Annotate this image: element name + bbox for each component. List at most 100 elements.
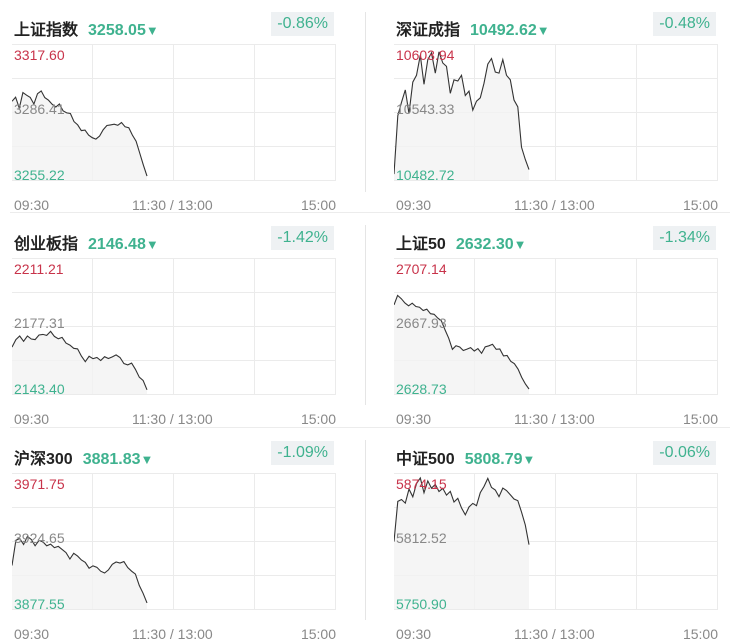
- row-divider: [10, 427, 730, 428]
- index-panel[interactable]: 深证成指 10492.62▼ -0.48% 10603.94 10543.33 1…: [394, 12, 718, 213]
- price-line: [394, 294, 530, 390]
- price-area-fill: [394, 478, 529, 609]
- index-price: 3258.05: [88, 22, 146, 39]
- chart-svg: [394, 44, 718, 181]
- time-label-end: 15:00: [300, 197, 336, 213]
- intraday-chart[interactable]: 3971.75 3924.65 3877.55 09:30 11:30 / 13…: [12, 473, 336, 642]
- price-area-fill: [12, 536, 147, 609]
- max-price-label: 3317.60: [14, 47, 65, 63]
- price-area-fill: [394, 51, 529, 180]
- time-label-mid: 11:30 / 13:00: [514, 411, 595, 427]
- min-price-label: 2628.73: [396, 381, 447, 397]
- change-percent-badge: -0.48%: [653, 12, 716, 36]
- intraday-chart[interactable]: 2707.14 2667.93 2628.73 09:30 11:30 / 13…: [394, 258, 718, 427]
- time-label-mid: 11:30 / 13:00: [132, 626, 213, 642]
- down-arrow-icon: ▼: [145, 237, 159, 252]
- time-label-start: 09:30: [396, 197, 432, 213]
- index-name: 中证500 5808.79▼: [396, 451, 536, 468]
- vertical-divider: [365, 225, 366, 405]
- index-price: 2632.30: [455, 236, 514, 253]
- price-line: [394, 51, 530, 175]
- price-area-fill: [12, 331, 147, 394]
- price-line: [394, 476, 530, 545]
- intraday-chart[interactable]: 2211.21 2177.31 2143.40 09:30 11:30 / 13…: [12, 258, 336, 427]
- vertical-divider: [365, 440, 366, 620]
- intraday-chart[interactable]: 5874.15 5812.52 5750.90 09:30 11:30 / 13…: [394, 473, 718, 642]
- time-label-end: 15:00: [682, 411, 718, 427]
- max-price-label: 10603.94: [396, 47, 455, 63]
- price-area-fill: [12, 90, 147, 180]
- row-divider: [10, 212, 730, 213]
- intraday-chart[interactable]: 3317.60 3286.41 3255.22 09:30 11:30 / 13…: [12, 44, 336, 213]
- price-line: [12, 90, 148, 177]
- time-label-end: 15:00: [682, 197, 718, 213]
- time-label-start: 09:30: [396, 626, 432, 642]
- time-label-end: 15:00: [300, 411, 336, 427]
- time-label-start: 09:30: [396, 411, 432, 427]
- max-price-label: 5874.15: [396, 476, 447, 492]
- mid-price-label: 10543.33: [396, 101, 455, 117]
- price-line: [12, 535, 148, 604]
- time-label-start: 09:30: [14, 626, 50, 642]
- index-price: 3881.83: [82, 451, 141, 468]
- down-arrow-icon: ▼: [140, 452, 154, 467]
- chart-svg: [394, 258, 718, 395]
- index-name: 沪深300 3881.83▼: [14, 451, 154, 468]
- change-percent-badge: -0.06%: [653, 441, 716, 465]
- intraday-chart[interactable]: 10603.94 10543.33 10482.72 09:30 11:30 /…: [394, 44, 718, 213]
- max-price-label: 2707.14: [396, 261, 447, 277]
- min-price-label: 5750.90: [396, 596, 447, 612]
- min-price-label: 10482.72: [396, 167, 455, 183]
- change-percent-badge: -1.09%: [271, 441, 334, 465]
- price-line: [12, 330, 148, 391]
- down-arrow-icon: ▼: [536, 23, 550, 38]
- time-label-mid: 11:30 / 13:00: [514, 626, 595, 642]
- index-price: 2146.48: [88, 236, 146, 253]
- index-header[interactable]: 上证50 2632.30▼ -1.34%: [394, 226, 718, 253]
- chart-svg: [12, 258, 336, 395]
- change-percent-badge: -0.86%: [271, 12, 334, 36]
- mid-price-label: 5812.52: [396, 530, 447, 546]
- min-price-label: 2143.40: [14, 381, 65, 397]
- index-panel[interactable]: 上证50 2632.30▼ -1.34% 2707.14 2667.93 2628…: [394, 226, 718, 427]
- time-label-mid: 11:30 / 13:00: [132, 197, 213, 213]
- index-price: 5808.79: [464, 451, 523, 468]
- down-arrow-icon: ▼: [145, 23, 159, 38]
- change-percent-badge: -1.34%: [653, 226, 716, 250]
- mid-price-label: 2667.93: [396, 315, 447, 331]
- vertical-divider: [365, 12, 366, 192]
- time-label-mid: 11:30 / 13:00: [132, 411, 213, 427]
- time-label-start: 09:30: [14, 411, 50, 427]
- chart-svg: [12, 473, 336, 610]
- down-arrow-icon: ▼: [522, 452, 536, 467]
- index-name: 上证50 2632.30▼: [396, 236, 527, 253]
- index-name: 上证指数 3258.05▼: [14, 22, 159, 39]
- time-label-mid: 11:30 / 13:00: [514, 197, 595, 213]
- mid-price-label: 3286.41: [14, 101, 65, 117]
- change-percent-badge: -1.42%: [271, 226, 334, 250]
- index-price: 10492.62: [470, 22, 537, 39]
- index-header[interactable]: 沪深300 3881.83▼ -1.09%: [12, 441, 336, 468]
- index-panel[interactable]: 沪深300 3881.83▼ -1.09% 3971.75 3924.65 387…: [12, 441, 336, 642]
- time-label-end: 15:00: [682, 626, 718, 642]
- index-header[interactable]: 深证成指 10492.62▼ -0.48%: [394, 12, 718, 39]
- index-header[interactable]: 上证指数 3258.05▼ -0.86%: [12, 12, 336, 39]
- mid-price-label: 3924.65: [14, 530, 65, 546]
- index-name: 创业板指 2146.48▼: [14, 236, 159, 253]
- min-price-label: 3255.22: [14, 167, 65, 183]
- index-panel[interactable]: 创业板指 2146.48▼ -1.42% 2211.21 2177.31 2143…: [12, 226, 336, 427]
- index-header[interactable]: 创业板指 2146.48▼ -1.42%: [12, 226, 336, 253]
- index-name: 深证成指 10492.62▼: [396, 22, 550, 39]
- index-panel[interactable]: 上证指数 3258.05▼ -0.86% 3317.60 3286.41 3255…: [12, 12, 336, 213]
- time-label-end: 15:00: [300, 626, 336, 642]
- chart-svg: [394, 473, 718, 610]
- index-header[interactable]: 中证500 5808.79▼ -0.06%: [394, 441, 718, 468]
- max-price-label: 2211.21: [14, 261, 64, 277]
- chart-svg: [12, 44, 336, 181]
- max-price-label: 3971.75: [14, 476, 65, 492]
- price-area-fill: [394, 295, 529, 394]
- index-panel[interactable]: 中证500 5808.79▼ -0.06% 5874.15 5812.52 575…: [394, 441, 718, 642]
- time-label-start: 09:30: [14, 197, 50, 213]
- mid-price-label: 2177.31: [14, 315, 65, 331]
- down-arrow-icon: ▼: [513, 237, 527, 252]
